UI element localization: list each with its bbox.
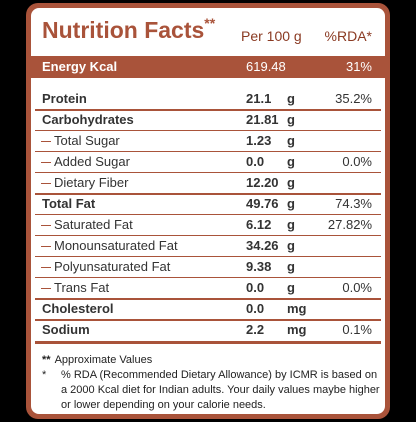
nutrient-label: Cholesterol [42, 301, 114, 316]
row-divider [35, 319, 381, 321]
row-divider [35, 298, 381, 300]
nutrient-unit: g [287, 175, 295, 190]
footnote-approximate: ** Approximate Values [42, 353, 152, 368]
nutrient-row-saturated-fat: Saturated Fat 6.12 g 27.82% [35, 215, 381, 235]
nutrient-label: Dietary Fiber [54, 175, 129, 190]
panel-title: Nutrition Facts** [42, 15, 216, 44]
nutrient-row-total-sugar: Total Sugar 1.23 g [35, 131, 381, 151]
row-divider [35, 214, 381, 215]
nutrient-unit: g [287, 154, 295, 169]
energy-rda: 31% [345, 59, 372, 74]
title-footnote-mark: ** [204, 15, 216, 31]
footnote-text: Approximate Values [54, 354, 153, 366]
nutrient-unit: g [287, 217, 295, 232]
nutrient-rda: 0.0% [342, 154, 372, 169]
row-divider [35, 193, 381, 195]
nutrient-value: 0.0 [246, 154, 265, 169]
nutrient-row-dietary-fiber: Dietary Fiber 12.20 g [35, 173, 381, 193]
nutrient-unit: g [287, 259, 295, 274]
nutrient-label: Trans Fat [54, 280, 110, 295]
nutrient-value: 2.2 [246, 322, 265, 337]
nutrient-label: Sodium [42, 322, 90, 337]
footnote-rda: * % RDA (Recommended Dietary Allowance) … [42, 368, 380, 413]
per-100g-header: Per 100 g [241, 28, 302, 44]
nutrient-row-cholesterol: Cholesterol 0.0 mg [35, 299, 381, 319]
footnote-mark: ** [42, 354, 51, 366]
footnote-mark: * [42, 369, 47, 381]
row-divider [35, 172, 381, 173]
nutrient-row-monounsaturated-fat: Monounsaturated Fat 34.26 g [35, 236, 381, 256]
nutrient-rda: 35.2% [335, 91, 372, 106]
nutrient-label: Total Fat [42, 196, 96, 211]
nutrient-rda: 27.82% [327, 217, 372, 232]
row-divider [35, 130, 381, 131]
row-divider [35, 235, 381, 236]
nutrient-row-trans-fat: Trans Fat 0.0 g 0.0% [35, 278, 381, 298]
rda-header: %RDA* [324, 28, 372, 44]
energy-label: Energy Kcal [42, 59, 118, 74]
footnote-text: % RDA (Recommended Dietary Allowance) by… [61, 369, 380, 411]
energy-value: 619.48 [246, 59, 286, 74]
nutrient-row-total-fat: Total Fat 49.76 g 74.3% [35, 194, 381, 214]
row-divider [35, 109, 381, 111]
nutrient-unit: g [287, 280, 295, 295]
nutrient-unit: g [287, 238, 295, 253]
row-divider [35, 256, 381, 257]
nutrient-value: 0.0 [246, 301, 265, 316]
nutrient-label: Added Sugar [54, 154, 130, 169]
nutrient-row-carbohydrates: Carbohydrates 21.81 g [35, 110, 381, 130]
nutrient-rda: 0.0% [342, 280, 372, 295]
nutrient-value: 34.26 [246, 238, 279, 253]
nutrient-row-protein: Protein 21.1 g 35.2% [35, 89, 381, 109]
nutrient-value: 6.12 [246, 217, 272, 232]
nutrient-unit: mg [287, 301, 307, 316]
nutrient-label: Saturated Fat [54, 217, 133, 232]
nutrition-facts-card: Nutrition Facts** Per 100 g %RDA* Energy… [26, 3, 390, 419]
nutrient-label: Total Sugar [54, 133, 120, 148]
row-divider [35, 277, 381, 278]
nutrient-label: Carbohydrates [42, 112, 134, 127]
nutrient-value: 9.38 [246, 259, 272, 274]
nutrient-label: Polyunsaturated Fat [54, 259, 171, 274]
energy-row: Energy Kcal 619.48 31% [31, 56, 385, 78]
nutrient-value: 49.76 [246, 196, 279, 211]
nutrient-unit: g [287, 196, 295, 211]
table-header: Nutrition Facts** Per 100 g %RDA* [31, 8, 385, 56]
nutrient-row-sodium: Sodium 2.2 mg 0.1% [35, 320, 381, 340]
nutrient-row-polyunsaturated-fat: Polyunsaturated Fat 9.38 g [35, 257, 381, 277]
nutrient-label: Monounsaturated Fat [54, 238, 178, 253]
row-divider [35, 151, 381, 152]
nutrient-unit: g [287, 133, 295, 148]
nutrient-rda: 74.3% [335, 196, 372, 211]
nutrient-value: 12.20 [246, 175, 279, 190]
nutrient-unit: mg [287, 322, 307, 337]
title-text: Nutrition Facts [42, 17, 205, 43]
nutrient-value: 21.81 [246, 112, 279, 127]
nutrient-unit: g [287, 112, 295, 127]
nutrient-value: 1.23 [246, 133, 272, 148]
nutrient-value: 0.0 [246, 280, 265, 295]
nutrition-facts-panel: Nutrition Facts** Per 100 g %RDA* Energy… [31, 8, 385, 414]
nutrient-value: 21.1 [246, 91, 272, 106]
nutrient-unit: g [287, 91, 295, 106]
nutrient-rda: 0.1% [342, 322, 372, 337]
nutrient-label: Protein [42, 91, 87, 106]
nutrient-row-added-sugar: Added Sugar 0.0 g 0.0% [35, 152, 381, 172]
table-bottom-rule [35, 341, 381, 344]
